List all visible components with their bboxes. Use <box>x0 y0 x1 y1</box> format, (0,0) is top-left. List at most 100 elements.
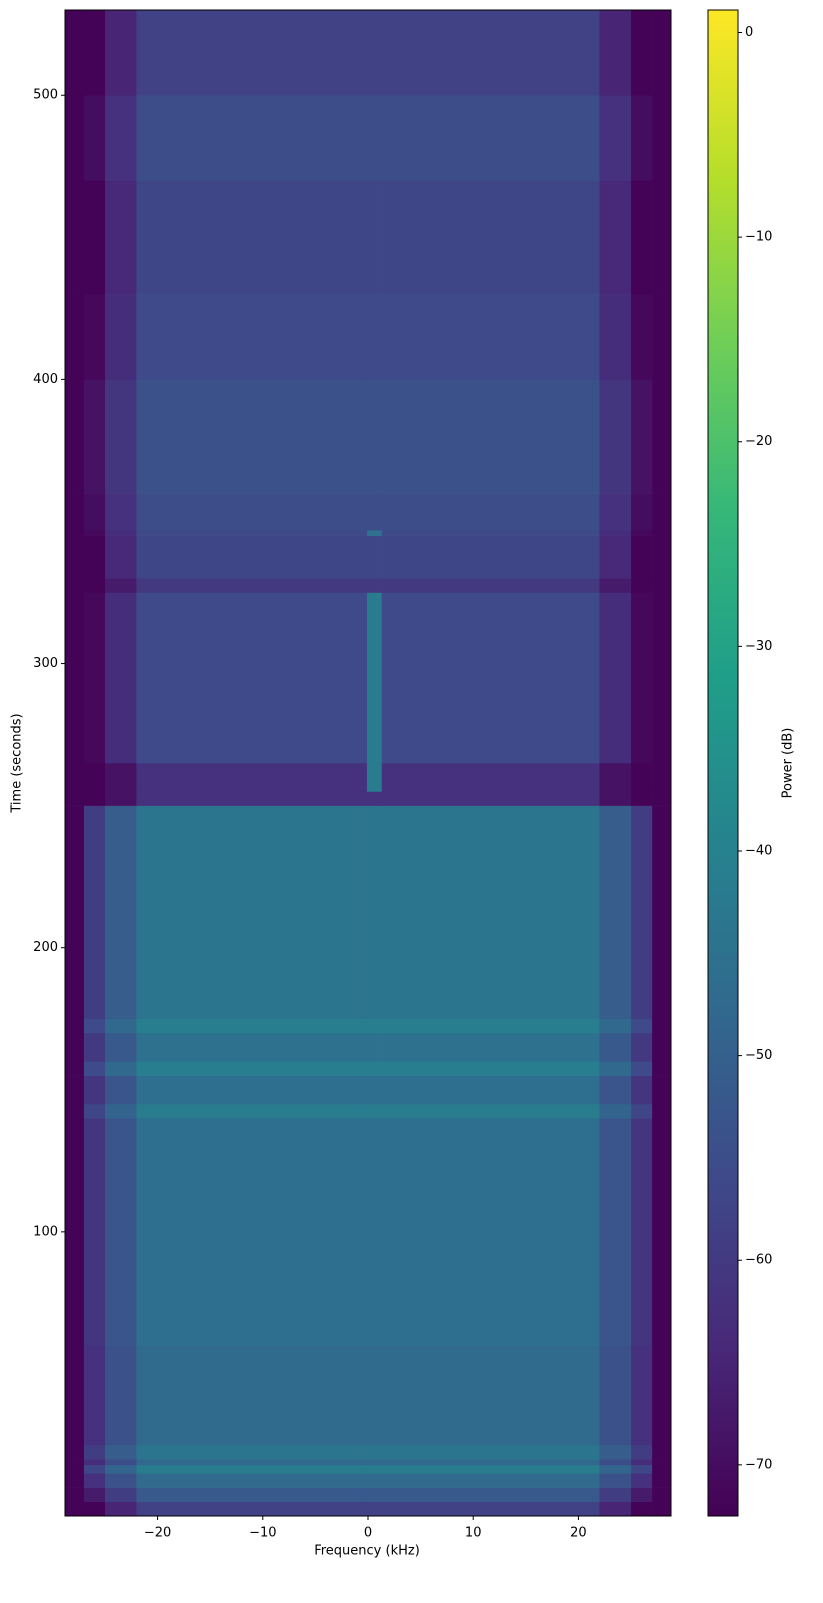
colorbar-tick-label: −50 <box>745 1048 772 1063</box>
cell <box>136 10 368 96</box>
cell <box>104 578 137 593</box>
cell <box>631 1473 653 1488</box>
cell <box>104 791 137 806</box>
cell <box>104 1061 137 1076</box>
cell <box>599 1075 632 1105</box>
x-tick-label: 0 <box>364 1526 372 1541</box>
cell <box>652 1487 672 1503</box>
cell <box>652 1345 672 1446</box>
cell <box>631 294 653 380</box>
cell <box>104 805 137 1020</box>
cell <box>366 1061 382 1076</box>
cell <box>104 1501 137 1517</box>
cell <box>136 1075 368 1105</box>
cell <box>381 1018 600 1034</box>
cell <box>599 95 632 181</box>
cell <box>104 379 137 494</box>
cell <box>631 763 653 792</box>
cell <box>381 529 600 536</box>
cell <box>631 1075 653 1105</box>
cell <box>65 791 85 806</box>
cell <box>366 1103 382 1119</box>
cell <box>104 1444 137 1460</box>
cell <box>104 763 137 792</box>
cell <box>381 535 600 579</box>
cell <box>366 1501 382 1517</box>
cell <box>599 763 632 792</box>
cell <box>83 763 106 792</box>
cell <box>652 1444 672 1460</box>
cell <box>599 1103 632 1119</box>
cell <box>366 1032 382 1062</box>
cell <box>83 294 106 380</box>
cell <box>631 1501 653 1517</box>
cell <box>381 763 600 792</box>
cell <box>65 1501 85 1517</box>
x-axis-label: Frequency (kHz) <box>314 1544 420 1559</box>
colorbar-tick-label: −30 <box>745 639 772 654</box>
cell <box>599 1032 632 1062</box>
cell <box>83 1473 106 1488</box>
cell <box>381 379 600 494</box>
cell <box>136 1501 368 1517</box>
cell <box>65 763 85 792</box>
cell <box>136 1061 368 1076</box>
cell <box>366 1464 382 1474</box>
cell <box>83 1032 106 1062</box>
cell <box>366 535 382 579</box>
cell <box>631 379 653 494</box>
cell <box>136 805 368 1020</box>
cell <box>631 1103 653 1119</box>
cell <box>65 1459 85 1466</box>
cell <box>65 1118 85 1346</box>
cell <box>599 1061 632 1076</box>
colorbar <box>707 9 739 1517</box>
cell <box>599 1487 632 1503</box>
cell <box>366 1345 382 1446</box>
cell <box>599 1018 632 1034</box>
y-axis-label: Time (seconds) <box>10 713 25 813</box>
cell <box>631 805 653 1020</box>
cell <box>366 592 382 764</box>
cell <box>381 1501 600 1517</box>
cell <box>136 1345 368 1446</box>
cell <box>631 1345 653 1446</box>
cell <box>381 1118 600 1346</box>
cell <box>83 1061 106 1076</box>
cell <box>136 578 368 593</box>
y-tick-label: 500 <box>33 88 58 103</box>
cell <box>136 1473 368 1488</box>
cell <box>652 379 672 494</box>
cell <box>652 529 672 536</box>
cell <box>104 529 137 536</box>
colorbar-tick-label: −70 <box>745 1457 772 1472</box>
y-tick-label: 100 <box>33 1224 58 1239</box>
cell <box>136 1459 368 1466</box>
cell <box>599 180 632 295</box>
cell <box>652 763 672 792</box>
cell <box>136 180 368 295</box>
cell <box>83 95 106 181</box>
cell <box>652 1459 672 1466</box>
cell <box>104 180 137 295</box>
cell <box>381 592 600 764</box>
cell <box>65 1061 85 1076</box>
cell <box>136 1103 368 1119</box>
cell <box>104 1487 137 1503</box>
cell <box>104 1473 137 1488</box>
cell <box>83 1018 106 1034</box>
cell <box>366 578 382 593</box>
cell <box>83 535 106 579</box>
cell <box>136 493 368 531</box>
cell <box>631 529 653 536</box>
cell <box>65 10 85 96</box>
cell <box>104 1345 137 1446</box>
cell <box>652 791 672 806</box>
cell <box>136 379 368 494</box>
cell <box>65 379 85 494</box>
cell <box>599 529 632 536</box>
cell <box>599 578 632 593</box>
cell <box>381 791 600 806</box>
cell <box>104 294 137 380</box>
cell <box>599 1345 632 1446</box>
